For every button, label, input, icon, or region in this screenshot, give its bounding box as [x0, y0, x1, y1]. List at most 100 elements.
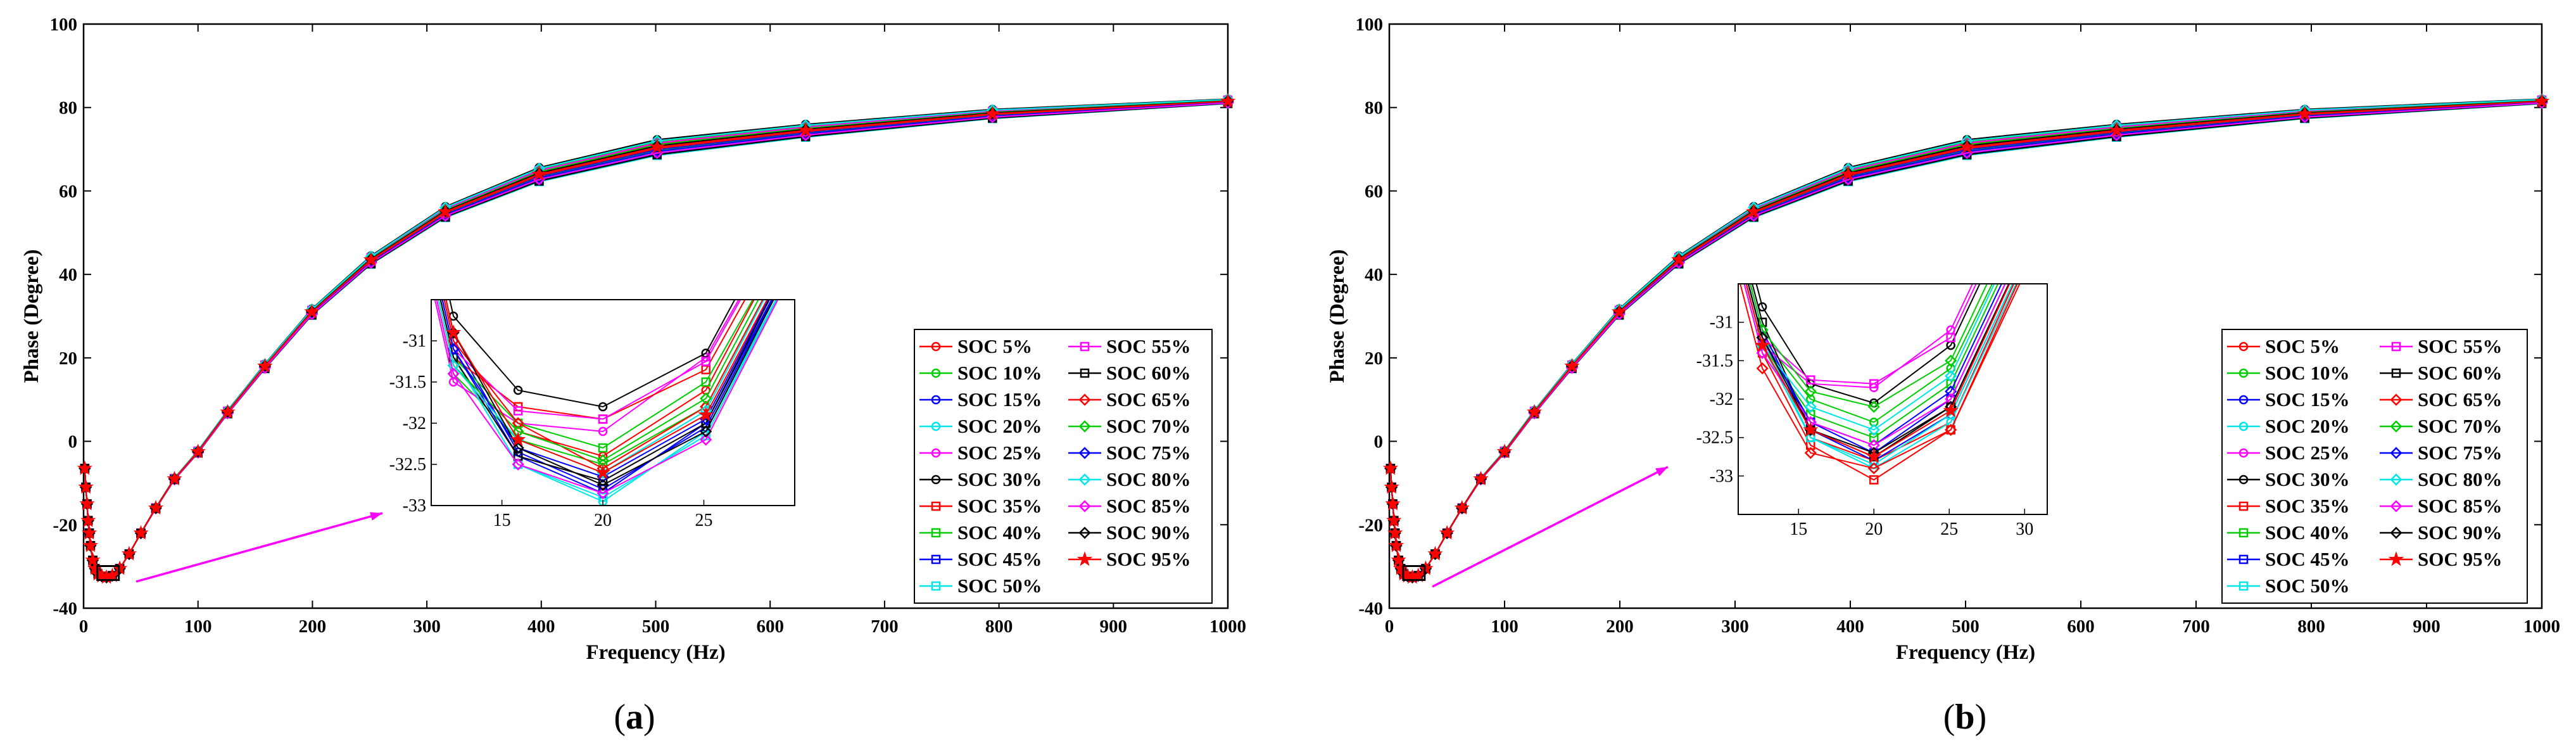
- legend-swatch-marker: [931, 554, 941, 564]
- data-point: [649, 139, 665, 154]
- x-tick-label: 600: [2067, 616, 2095, 637]
- inset-series-line: [439, 300, 771, 482]
- panel-label: (b): [1943, 698, 1986, 737]
- inset-data-point: [1867, 462, 1880, 475]
- legend-swatch-marker: [1076, 551, 1093, 566]
- inset-data-point: [598, 426, 608, 437]
- x-tick-label: 500: [642, 616, 670, 637]
- inset-data-point: [445, 324, 462, 340]
- y-tick-label: 20: [1365, 348, 1383, 369]
- inset-data-point: [1869, 475, 1879, 485]
- data-point: [1496, 443, 1513, 459]
- inset-series-line: [1750, 284, 1988, 408]
- legend-swatch-marker: [2390, 500, 2402, 513]
- data-point: [1746, 203, 1762, 219]
- legend-label: SOC 90%: [1106, 521, 1191, 544]
- data-point: [2110, 123, 2123, 136]
- legend-swatch-marker: [1078, 420, 1091, 433]
- legend-swatch-marker: [1078, 393, 1091, 406]
- y-tick-label: -20: [53, 515, 77, 535]
- inset-data-point: [513, 385, 523, 395]
- inset-data-point: [1756, 362, 1769, 375]
- legend-swatch-marker: [2238, 368, 2249, 378]
- legend-label: SOC 55%: [1106, 335, 1191, 357]
- x-tick-label: 100: [1491, 616, 1518, 637]
- x-tick-label: 900: [2413, 616, 2440, 637]
- legend-label: SOC 95%: [1106, 548, 1191, 570]
- inset-data-point: [595, 464, 611, 480]
- inset-data-point: [512, 458, 524, 471]
- legend-swatch-marker: [2238, 501, 2249, 511]
- data-point: [1454, 500, 1470, 515]
- legend-label: SOC 20%: [2265, 415, 2350, 437]
- legend-swatch-marker: [1078, 473, 1091, 486]
- legend-swatch-marker: [931, 581, 941, 591]
- inset-series-line: [1745, 284, 2011, 458]
- inset-y-tick-label: -32: [403, 414, 426, 433]
- x-tick-label: 700: [871, 616, 899, 637]
- inset-data-point: [1946, 333, 1955, 343]
- data-point: [220, 404, 236, 419]
- legend-box: [914, 329, 1213, 604]
- data-point: [1386, 512, 1402, 528]
- data-point: [121, 545, 137, 561]
- legend-swatch-marker: [931, 368, 941, 378]
- inset-y-tick-label: -32.5: [389, 455, 426, 475]
- legend-label: SOC 80%: [2418, 468, 2503, 490]
- legend-label: SOC 60%: [2418, 362, 2503, 384]
- legend-label: SOC 40%: [957, 521, 1042, 544]
- legend-label: SOC 85%: [1106, 495, 1191, 517]
- x-tick-label: 800: [2297, 616, 2325, 637]
- legend-swatch-marker: [2391, 368, 2401, 378]
- legend-swatch-marker: [931, 448, 941, 458]
- inset-series-line: [436, 300, 779, 494]
- inset-data-point: [447, 359, 460, 372]
- inset-y-tick-label: -32.5: [1696, 428, 1733, 448]
- legend-swatch-marker: [931, 341, 941, 352]
- legend-swatch-marker: [2390, 526, 2402, 539]
- legend-label: SOC 45%: [2265, 548, 2350, 570]
- data-point: [77, 460, 93, 475]
- inset-data-point: [1754, 337, 1771, 352]
- y-tick-label: 100: [50, 15, 78, 35]
- inset-data-point: [1945, 370, 1957, 383]
- y-tick-label: 100: [1356, 15, 1384, 35]
- y-tick-label: -20: [1358, 515, 1383, 535]
- panel-label: (a): [614, 698, 655, 737]
- inset-data-point: [1756, 324, 1769, 336]
- inset-data-point: [698, 407, 714, 422]
- zoom-box: [96, 564, 120, 581]
- x-tick-label: 0: [79, 616, 89, 637]
- x-tick-label: 900: [1100, 616, 1128, 637]
- data-point: [1384, 479, 1399, 494]
- inset-data-point: [447, 367, 460, 380]
- legend-label: SOC 80%: [1106, 468, 1191, 490]
- inset-data-point: [1945, 423, 1957, 437]
- inset-data-point: [1946, 425, 1955, 435]
- inset-data-point: [598, 443, 608, 453]
- data-point: [1427, 545, 1443, 561]
- legend-swatch-marker: [2388, 551, 2404, 566]
- data-point: [651, 139, 664, 152]
- data-point: [1564, 358, 1580, 373]
- legend-swatch-marker: [2238, 421, 2249, 431]
- inset-y-tick-label: -33: [403, 496, 426, 516]
- data-point: [1960, 139, 1973, 152]
- data-point: [1959, 139, 1975, 154]
- data-point: [798, 122, 814, 137]
- legend-label: SOC 15%: [2265, 388, 2350, 411]
- legend-label: SOC 75%: [2418, 442, 2503, 464]
- inset-series-line: [434, 300, 740, 433]
- legend-swatch-marker: [2391, 341, 2401, 352]
- data-point: [167, 470, 182, 486]
- legend-swatch-marker: [931, 475, 941, 485]
- data-point: [1840, 166, 1856, 181]
- inset-data-point: [1867, 423, 1880, 437]
- inset-data-point: [1804, 400, 1817, 413]
- x-tick-label: 300: [1721, 616, 1749, 637]
- legend-label: SOC 95%: [2418, 548, 2503, 570]
- legend-swatch-marker: [1080, 368, 1090, 378]
- legend-swatch-marker: [1078, 447, 1091, 459]
- legend-swatch-marker: [1078, 526, 1091, 539]
